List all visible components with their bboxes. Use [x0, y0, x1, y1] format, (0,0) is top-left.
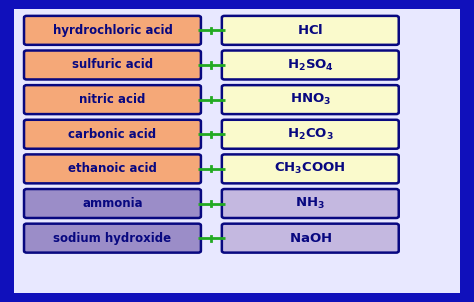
Text: $\mathbf{HCl}$: $\mathbf{HCl}$: [297, 23, 323, 37]
FancyBboxPatch shape: [222, 85, 399, 114]
FancyBboxPatch shape: [222, 189, 399, 218]
Text: ethanoic acid: ethanoic acid: [68, 162, 157, 175]
Text: nitric acid: nitric acid: [79, 93, 146, 106]
FancyBboxPatch shape: [24, 224, 201, 253]
FancyBboxPatch shape: [222, 154, 399, 183]
Text: sodium hydroxide: sodium hydroxide: [54, 232, 172, 245]
Text: $\mathbf{NH_3}$: $\mathbf{NH_3}$: [295, 196, 325, 211]
FancyBboxPatch shape: [24, 85, 201, 114]
FancyBboxPatch shape: [24, 16, 201, 45]
FancyBboxPatch shape: [24, 120, 201, 149]
FancyBboxPatch shape: [24, 50, 201, 79]
FancyBboxPatch shape: [222, 50, 399, 79]
Text: $\mathbf{H_2CO_3}$: $\mathbf{H_2CO_3}$: [287, 127, 334, 142]
FancyBboxPatch shape: [24, 154, 201, 183]
FancyBboxPatch shape: [222, 16, 399, 45]
Text: $\mathbf{H_2SO_4}$: $\mathbf{H_2SO_4}$: [287, 57, 334, 72]
Text: $\mathbf{NaOH}$: $\mathbf{NaOH}$: [289, 232, 332, 245]
Text: hyrdrochloric acid: hyrdrochloric acid: [53, 24, 173, 37]
FancyBboxPatch shape: [222, 120, 399, 149]
Text: carbonic acid: carbonic acid: [68, 128, 156, 141]
Text: $\mathbf{HNO_3}$: $\mathbf{HNO_3}$: [290, 92, 331, 107]
FancyBboxPatch shape: [24, 189, 201, 218]
Text: sulfuric acid: sulfuric acid: [72, 59, 153, 72]
Text: ammonia: ammonia: [82, 197, 143, 210]
FancyBboxPatch shape: [222, 224, 399, 253]
Text: $\mathbf{CH_3COOH}$: $\mathbf{CH_3COOH}$: [274, 161, 346, 176]
